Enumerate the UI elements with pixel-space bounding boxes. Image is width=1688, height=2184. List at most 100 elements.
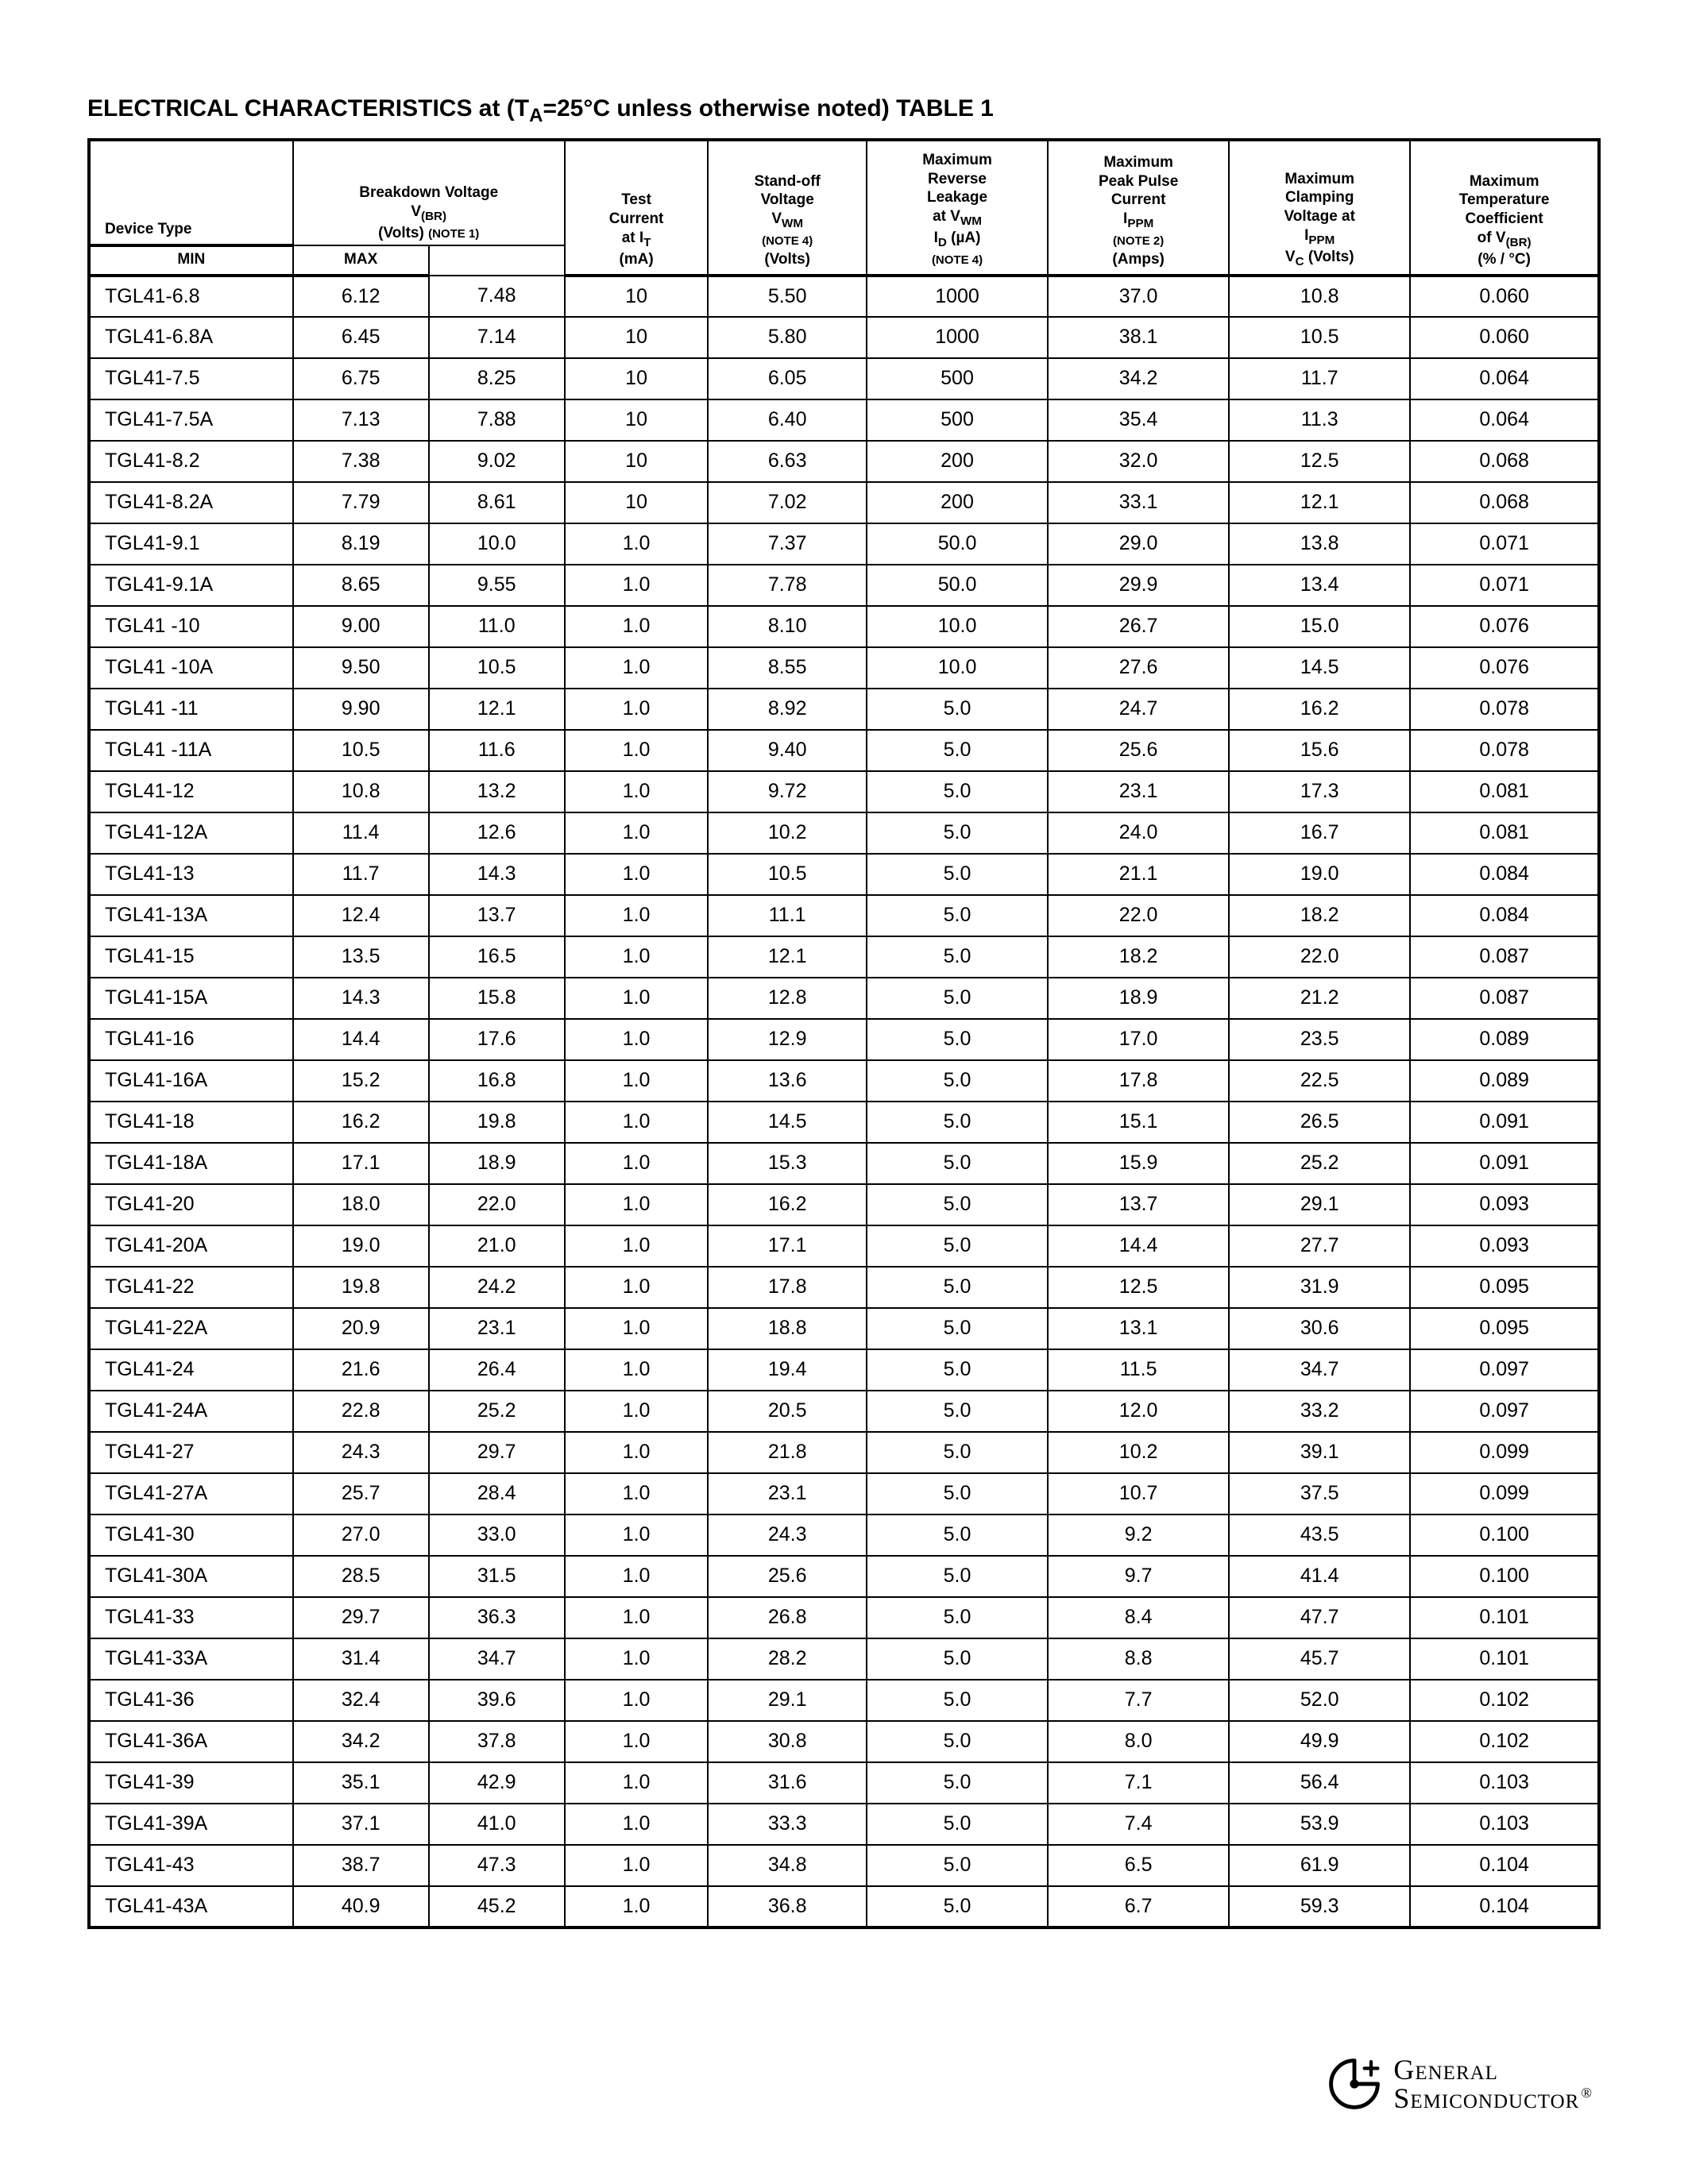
cell-value: 9.40 <box>708 730 867 771</box>
cell-device-type: TGL41-24A <box>89 1391 293 1432</box>
cell-value: 13.5 <box>293 936 429 978</box>
cell-value: 0.064 <box>1410 358 1599 399</box>
cell-device-type: TGL41-8.2 <box>89 441 293 482</box>
hdr-max3: Maximum <box>1284 171 1354 187</box>
cell-value: 9.00 <box>293 606 429 647</box>
col-leakage: Maximum Reverse Leakage at VWM ID (µA) (… <box>867 140 1048 276</box>
cell-value: 10.2 <box>708 812 867 854</box>
cell-value: 29.1 <box>708 1680 867 1721</box>
cell-value: 7.79 <box>293 482 429 523</box>
cell-value: 0.089 <box>1410 1060 1599 1102</box>
cell-value: 28.5 <box>293 1556 429 1597</box>
cell-value: 27.0 <box>293 1515 429 1556</box>
cell-value: 10.8 <box>293 771 429 812</box>
cell-value: 14.3 <box>429 854 565 895</box>
cell-value: 16.8 <box>429 1060 565 1102</box>
cell-value: 11.7 <box>1229 358 1410 399</box>
cell-device-type: TGL41-13 <box>89 854 293 895</box>
cell-value: 29.9 <box>1048 565 1229 606</box>
cell-value: 0.078 <box>1410 730 1599 771</box>
cell-value: 24.7 <box>1048 689 1229 730</box>
cell-value: 29.1 <box>1229 1184 1410 1225</box>
cell-value: 53.9 <box>1229 1804 1410 1845</box>
cell-value: 10.5 <box>429 647 565 689</box>
cell-device-type: TGL41-39A <box>89 1804 293 1845</box>
cell-value: 7.78 <box>708 565 867 606</box>
cell-value: 1.0 <box>565 1638 709 1680</box>
cell-value: 5.80 <box>708 317 867 358</box>
hdr-pctc: (% / °C) <box>1477 251 1531 268</box>
cell-device-type: TGL41-15A <box>89 978 293 1019</box>
table-row: TGL41-2421.626.41.019.45.011.534.70.097 <box>89 1349 1599 1391</box>
cell-value: 1.0 <box>565 1845 709 1886</box>
cell-value: 0.099 <box>1410 1473 1599 1515</box>
cell-value: 50.0 <box>867 565 1048 606</box>
table-row: TGL41-1311.714.31.010.55.021.119.00.084 <box>89 854 1599 895</box>
cell-value: 10.5 <box>293 730 429 771</box>
cell-device-type: TGL41-27A <box>89 1473 293 1515</box>
cell-value: 1.0 <box>565 1225 709 1267</box>
cell-value: 1.0 <box>565 1019 709 1060</box>
cell-device-type: TGL41-24 <box>89 1349 293 1391</box>
table-row: TGL41-43A40.945.21.036.85.06.759.30.104 <box>89 1886 1599 1927</box>
cell-value: 0.099 <box>1410 1432 1599 1473</box>
cell-value: 47.3 <box>429 1845 565 1886</box>
cell-value: 5.0 <box>867 1680 1048 1721</box>
hdr-note2: (NOTE 2) <box>1113 234 1164 248</box>
col-max: MAX <box>293 245 429 276</box>
table-row: TGL41-20A19.021.01.017.15.014.427.70.093 <box>89 1225 1599 1267</box>
cell-value: 13.4 <box>1229 565 1410 606</box>
cell-value: 15.0 <box>1229 606 1410 647</box>
cell-value: 5.0 <box>867 1721 1048 1762</box>
cell-value: 1.0 <box>565 1762 709 1804</box>
cell-value: 10 <box>565 276 709 317</box>
cell-value: 1.0 <box>565 1515 709 1556</box>
cell-value: 1.0 <box>565 936 709 978</box>
cell-value: 14.5 <box>1229 647 1410 689</box>
cell-value: 11.3 <box>1229 399 1410 441</box>
cell-device-type: TGL41-7.5A <box>89 399 293 441</box>
cell-value: 22.8 <box>293 1391 429 1432</box>
cell-value: 16.7 <box>1229 812 1410 854</box>
cell-value: 1.0 <box>565 978 709 1019</box>
hdr-standoff: Stand-off <box>754 173 820 190</box>
cell-value: 45.7 <box>1229 1638 1410 1680</box>
table-row: TGL41-33A31.434.71.028.25.08.845.70.101 <box>89 1638 1599 1680</box>
table-row: TGL41-2219.824.21.017.85.012.531.90.095 <box>89 1267 1599 1308</box>
table-header: Device Type Breakdown Voltage V(BR) (Vol… <box>89 140 1599 276</box>
table-row: TGL41-24A22.825.21.020.55.012.033.20.097 <box>89 1391 1599 1432</box>
hdr-amps: (Amps) <box>1112 251 1164 268</box>
cell-value: 22.0 <box>1048 895 1229 936</box>
cell-value: 6.40 <box>708 399 867 441</box>
cell-value: 13.7 <box>1048 1184 1229 1225</box>
cell-value: 15.2 <box>293 1060 429 1102</box>
cell-value: 7.4 <box>1048 1804 1229 1845</box>
cell-value: 6.63 <box>708 441 867 482</box>
cell-value: 0.102 <box>1410 1721 1599 1762</box>
cell-value: 41.0 <box>429 1804 565 1845</box>
cell-value: 11.6 <box>429 730 565 771</box>
cell-value: 7.13 <box>293 399 429 441</box>
cell-device-type: TGL41-6.8 <box>89 276 293 317</box>
cell-value: 13.1 <box>1048 1308 1229 1349</box>
table-row: TGL41-2724.329.71.021.85.010.239.10.099 <box>89 1432 1599 1473</box>
cell-value: 10.5 <box>1229 317 1410 358</box>
cell-device-type: TGL41-12 <box>89 771 293 812</box>
cell-value: 5.0 <box>867 1432 1048 1473</box>
cell-device-type: TGL41-22 <box>89 1267 293 1308</box>
cell-value: 15.8 <box>429 978 565 1019</box>
hdr-vbr-v: V <box>411 203 421 220</box>
cell-value: 5.0 <box>867 812 1048 854</box>
cell-value: 5.0 <box>867 1556 1048 1597</box>
hdr-min: MIN <box>177 251 205 268</box>
cell-value: 7.14 <box>429 317 565 358</box>
cell-value: 18.9 <box>1048 978 1229 1019</box>
cell-value: 21.2 <box>1229 978 1410 1019</box>
cell-device-type: TGL41-20 <box>89 1184 293 1225</box>
hdr-ua: (µA) <box>947 230 981 246</box>
cell-value: 31.9 <box>1229 1267 1410 1308</box>
cell-value: 22.0 <box>1229 936 1410 978</box>
cell-value: 33.3 <box>708 1804 867 1845</box>
cell-value: 17.3 <box>1229 771 1410 812</box>
cell-value: 59.3 <box>1229 1886 1410 1927</box>
